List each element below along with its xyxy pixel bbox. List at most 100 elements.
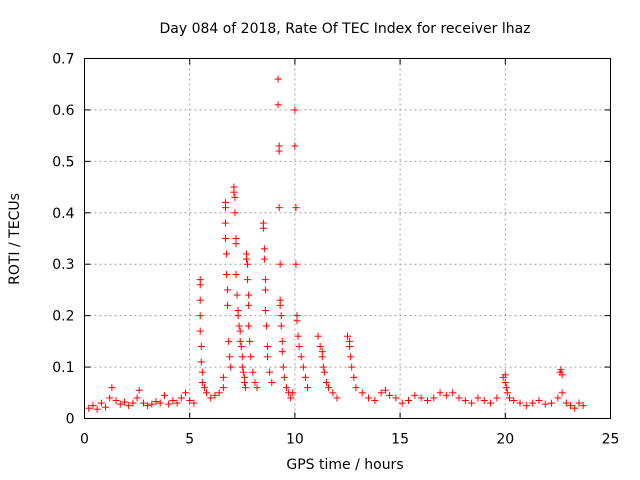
data-point [318,353,326,361]
data-point [381,386,389,394]
data-point [244,276,252,284]
data-point [278,348,286,356]
data-point [152,398,160,406]
data-point [196,327,204,335]
data-point [292,204,300,212]
data-point [293,317,301,325]
y-tick-label: 0.6 [52,103,74,119]
data-point [558,389,566,397]
data-point [102,403,110,411]
plot-frame [84,58,611,419]
axis-ticks [84,58,611,419]
data-point [221,219,229,227]
data-point [249,368,257,376]
x-tick-label: 0 [80,432,89,448]
data-point [299,363,307,371]
data-point [365,394,373,402]
data-point [89,402,97,410]
data-point [295,343,303,350]
data-point [203,389,211,397]
data-point [487,399,495,407]
data-point [106,394,114,402]
data-point [277,312,285,320]
data-point [215,389,223,397]
data-point [558,371,566,379]
data-point [417,394,425,402]
x-tick-label: 5 [185,432,194,448]
data-point [261,276,269,284]
data-point [211,391,219,399]
data-point [196,296,204,304]
data-point [501,379,509,386]
data-point [506,394,514,402]
data-point [541,400,549,408]
y-tick-label: 0.4 [52,206,74,222]
data-point [264,343,272,350]
data-point [239,368,247,376]
data-point [160,391,168,399]
data-point [259,224,267,232]
data-point [320,368,328,376]
y-tick-labels: 0 0.1 0.2 0.3 0.4 0.5 0.6 0.7 [52,52,74,428]
data-point [181,389,189,397]
data-point [294,332,302,340]
data-point [333,394,341,402]
data-point [386,391,394,399]
y-tick-label: 0.7 [52,52,74,68]
data-point [436,389,444,397]
data-point [197,343,205,350]
grid-lines [84,58,611,419]
data-point [316,343,324,350]
x-tick-label: 25 [602,432,620,448]
data-point [292,260,300,268]
data-point [377,389,385,397]
data-point [200,384,208,392]
data-point [219,384,227,392]
data-point [371,397,379,404]
y-tick-label: 0 [66,412,75,428]
x-axis-label: GPS time / hours [286,457,403,473]
data-point [301,373,309,381]
chart-title: Day 084 of 2018, Rate Of TEC Index for r… [159,21,530,37]
data-point [347,353,355,361]
data-point [276,260,284,268]
data-point [548,399,556,407]
data-point [234,312,242,320]
data-point [135,386,143,394]
data-point [198,379,206,386]
data-point [235,322,243,330]
data-point [510,397,518,404]
data-point [501,371,509,379]
data-point [314,332,322,340]
data-point [238,353,246,361]
data-point [291,142,299,150]
data-point [253,384,261,392]
data-point [224,301,232,309]
data-point [493,394,501,402]
data-point [243,255,251,263]
data-point [260,245,268,253]
data-point [350,373,358,381]
data-point [280,373,288,381]
data-point [275,147,283,155]
data-point [190,399,198,407]
data-point [344,332,351,340]
data-point [207,394,215,402]
data-point [264,353,272,361]
data-point [461,397,469,404]
data-point [173,399,181,407]
data-point [392,394,400,402]
data-point [247,353,255,361]
data-point [219,373,227,381]
data-point [108,384,116,392]
data-point [225,337,233,345]
data-point [276,301,284,309]
data-point [304,384,312,392]
data-point [571,404,579,412]
data-point [230,188,238,196]
data-point [238,363,246,371]
data-points [85,75,587,413]
data-point [261,286,269,294]
data-point [223,250,231,258]
